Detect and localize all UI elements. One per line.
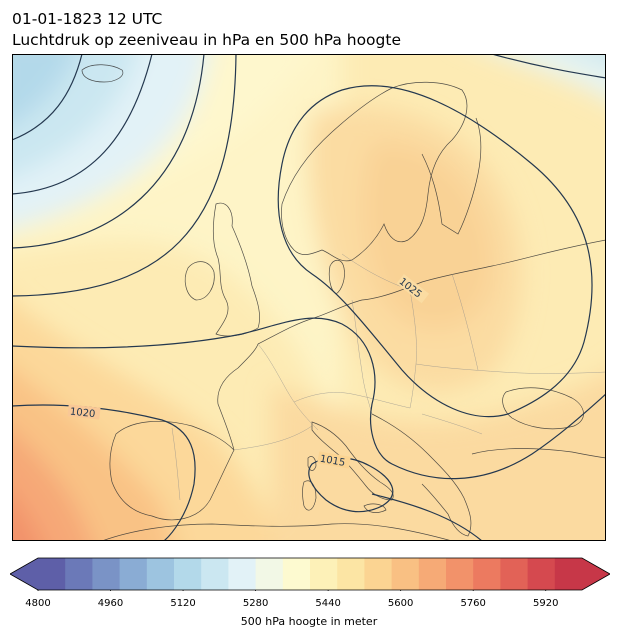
colorbar-extend-high (582, 558, 610, 590)
isobar-label-1015: 1015 (319, 454, 346, 469)
colorbar-tick-label: 5760 (460, 598, 486, 609)
map-subtitle: Luchtdruk op zeeniveau in hPa en 500 hPa… (12, 31, 401, 49)
colorbar-extend-low (10, 558, 38, 590)
colorbar-tick-label: 5280 (242, 598, 269, 609)
colorbar-swatch (146, 558, 175, 590)
colorbar-swatches (10, 558, 610, 590)
colorbar-swatch (201, 558, 229, 590)
colorbar-tick-label: 4800 (25, 598, 51, 609)
colorbar-tick-label: 5920 (532, 598, 559, 609)
colorbar-swatch (310, 558, 338, 590)
colorbar-label: 500 hPa hoogte in meter (240, 615, 378, 628)
colorbar-swatch (554, 558, 583, 590)
isobar-north-2 (12, 54, 153, 195)
colorbar-swatch (364, 558, 393, 590)
colorbar-tick-label: 5440 (315, 598, 341, 609)
colorbar-swatch (527, 558, 556, 590)
colorbar-swatch (92, 558, 121, 590)
isobar-north-4 (12, 54, 237, 297)
map-datetime-title: 01-01-1823 12 UTC (12, 10, 163, 28)
colorbar-swatch (337, 558, 365, 590)
colorbar-swatch (391, 558, 420, 590)
isobar-1025 (277, 85, 593, 418)
map-frame (12, 54, 606, 541)
isobar-southeast (371, 493, 483, 541)
colorbar-swatch (500, 558, 529, 590)
isobar-north-1 (12, 54, 83, 141)
weather-map: 1025 1020 1015 (12, 54, 606, 541)
colorbar-swatch (174, 558, 202, 590)
isobar-label-1020: 1020 (69, 407, 95, 421)
colorbar-tick-label: 4960 (97, 598, 124, 609)
colorbar-swatch (255, 558, 284, 590)
colorbar-swatch (65, 558, 93, 590)
colorbar-swatch (38, 558, 66, 590)
colorbar-tick-label: 5120 (170, 598, 196, 609)
coastlines (81, 64, 606, 541)
colorbar-swatch (282, 558, 311, 590)
isobar-1015 (308, 456, 394, 513)
colorbar-swatch (119, 558, 148, 590)
isobar-mid (12, 317, 606, 480)
colorbar-tick-label: 5600 (387, 598, 414, 609)
isobars (12, 54, 606, 541)
country-borders (171, 253, 606, 501)
colorbar-swatch (418, 558, 447, 590)
isobar-east (491, 54, 606, 79)
colorbar-swatch (446, 558, 474, 590)
colorbar-swatch (473, 558, 501, 590)
colorbar-swatch (228, 558, 257, 590)
isobar-north-3 (12, 54, 205, 249)
colorbar (10, 557, 610, 591)
